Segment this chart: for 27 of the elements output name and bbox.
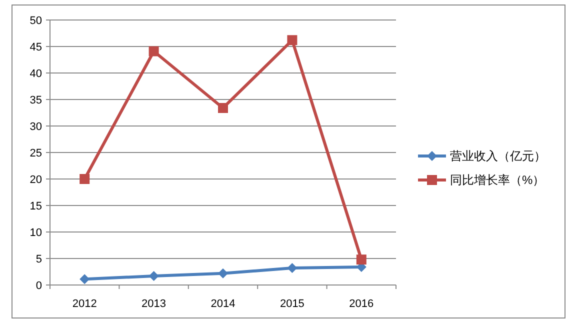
legend-label: 同比增长率（%） [450,173,545,188]
point [287,263,298,274]
y-tick-label: 0 [36,280,42,292]
x-tick-label: 2016 [349,298,374,310]
y-tick-label: 30 [30,120,42,133]
x-tick-label: 2015 [280,298,304,310]
x-tick-label: 2014 [210,298,236,310]
y-tick-label: 25 [30,147,42,160]
point [80,174,90,184]
point [356,254,366,265]
y-tick-label: 45 [30,41,42,54]
x-tick-label: 2012 [72,298,97,310]
y-tick-label: 20 [30,174,42,186]
y-tick-label: 40 [30,68,42,80]
y-tick-label: 10 [30,226,42,239]
y-tick-label: 15 [30,200,42,212]
y-tick-label: 35 [30,94,42,106]
y-tick-label: 50 [30,14,42,27]
point [148,46,159,56]
x-tick-label: 2013 [142,298,166,310]
legend-label: 营业收入（亿元） [450,149,546,164]
point [287,35,298,46]
point [218,102,228,113]
point [80,274,90,284]
point [218,268,228,278]
y-tick-label: 5 [36,253,42,266]
point [148,270,159,281]
